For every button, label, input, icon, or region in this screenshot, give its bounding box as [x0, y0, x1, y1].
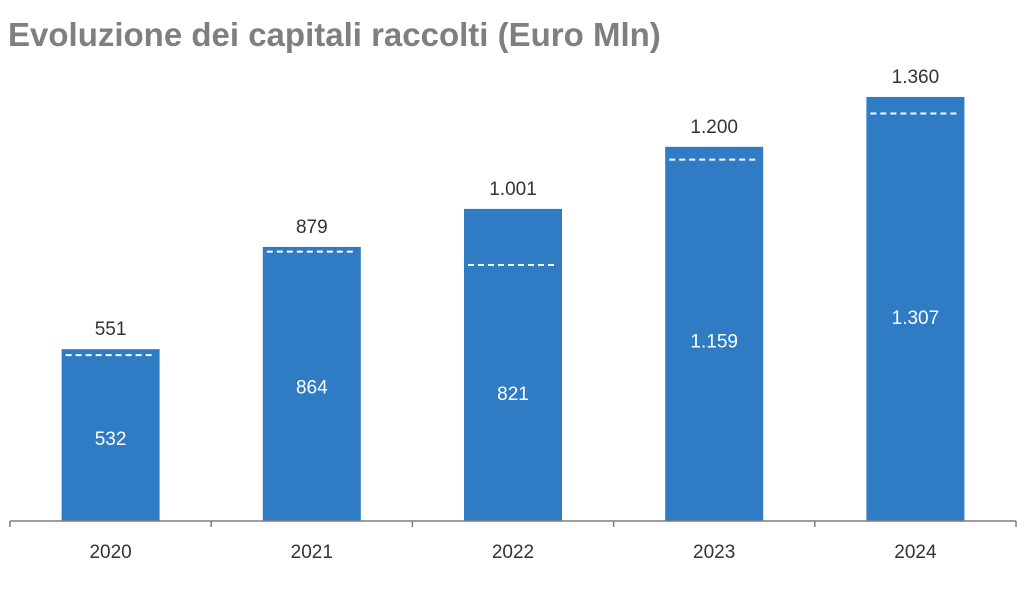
- inner-label-2024: 1.307: [892, 308, 940, 329]
- inner-label-2022: 821: [497, 384, 529, 405]
- data-labels-group: 551 532 879 864 1.001 821 1.200 1.159 1.360 1.307: [95, 67, 939, 450]
- chart-title: Evoluzione dei capitali raccolti (Euro M…: [8, 16, 661, 53]
- inner-label-2020: 532: [95, 429, 127, 450]
- bar-2024: [866, 96, 965, 522]
- total-label-2023: 1.200: [690, 117, 738, 138]
- x-tick-label-2024: 2024: [894, 542, 937, 563]
- bar-2023: [665, 146, 764, 521]
- bar-2020: [61, 349, 160, 521]
- total-label-2020: 551: [95, 319, 127, 340]
- inner-label-2021: 864: [296, 377, 328, 398]
- bar-2022: [464, 208, 562, 522]
- total-label-2022: 1.001: [489, 179, 537, 200]
- dashed-markers-group: [65, 112, 961, 357]
- x-tick-label-2021: 2021: [291, 542, 333, 563]
- bar-2021: [262, 246, 361, 521]
- inner-label-2023: 1.159: [690, 331, 738, 352]
- x-tick-label-2020: 2020: [89, 542, 131, 563]
- x-tick-label-2023: 2023: [693, 542, 735, 563]
- x-tick-label-2022: 2022: [492, 542, 534, 563]
- total-label-2021: 879: [296, 217, 328, 238]
- total-label-2024: 1.360: [892, 67, 940, 88]
- x-axis: 2020 2021 2022 2023 2024: [9, 520, 1017, 563]
- bars-group: [61, 96, 965, 522]
